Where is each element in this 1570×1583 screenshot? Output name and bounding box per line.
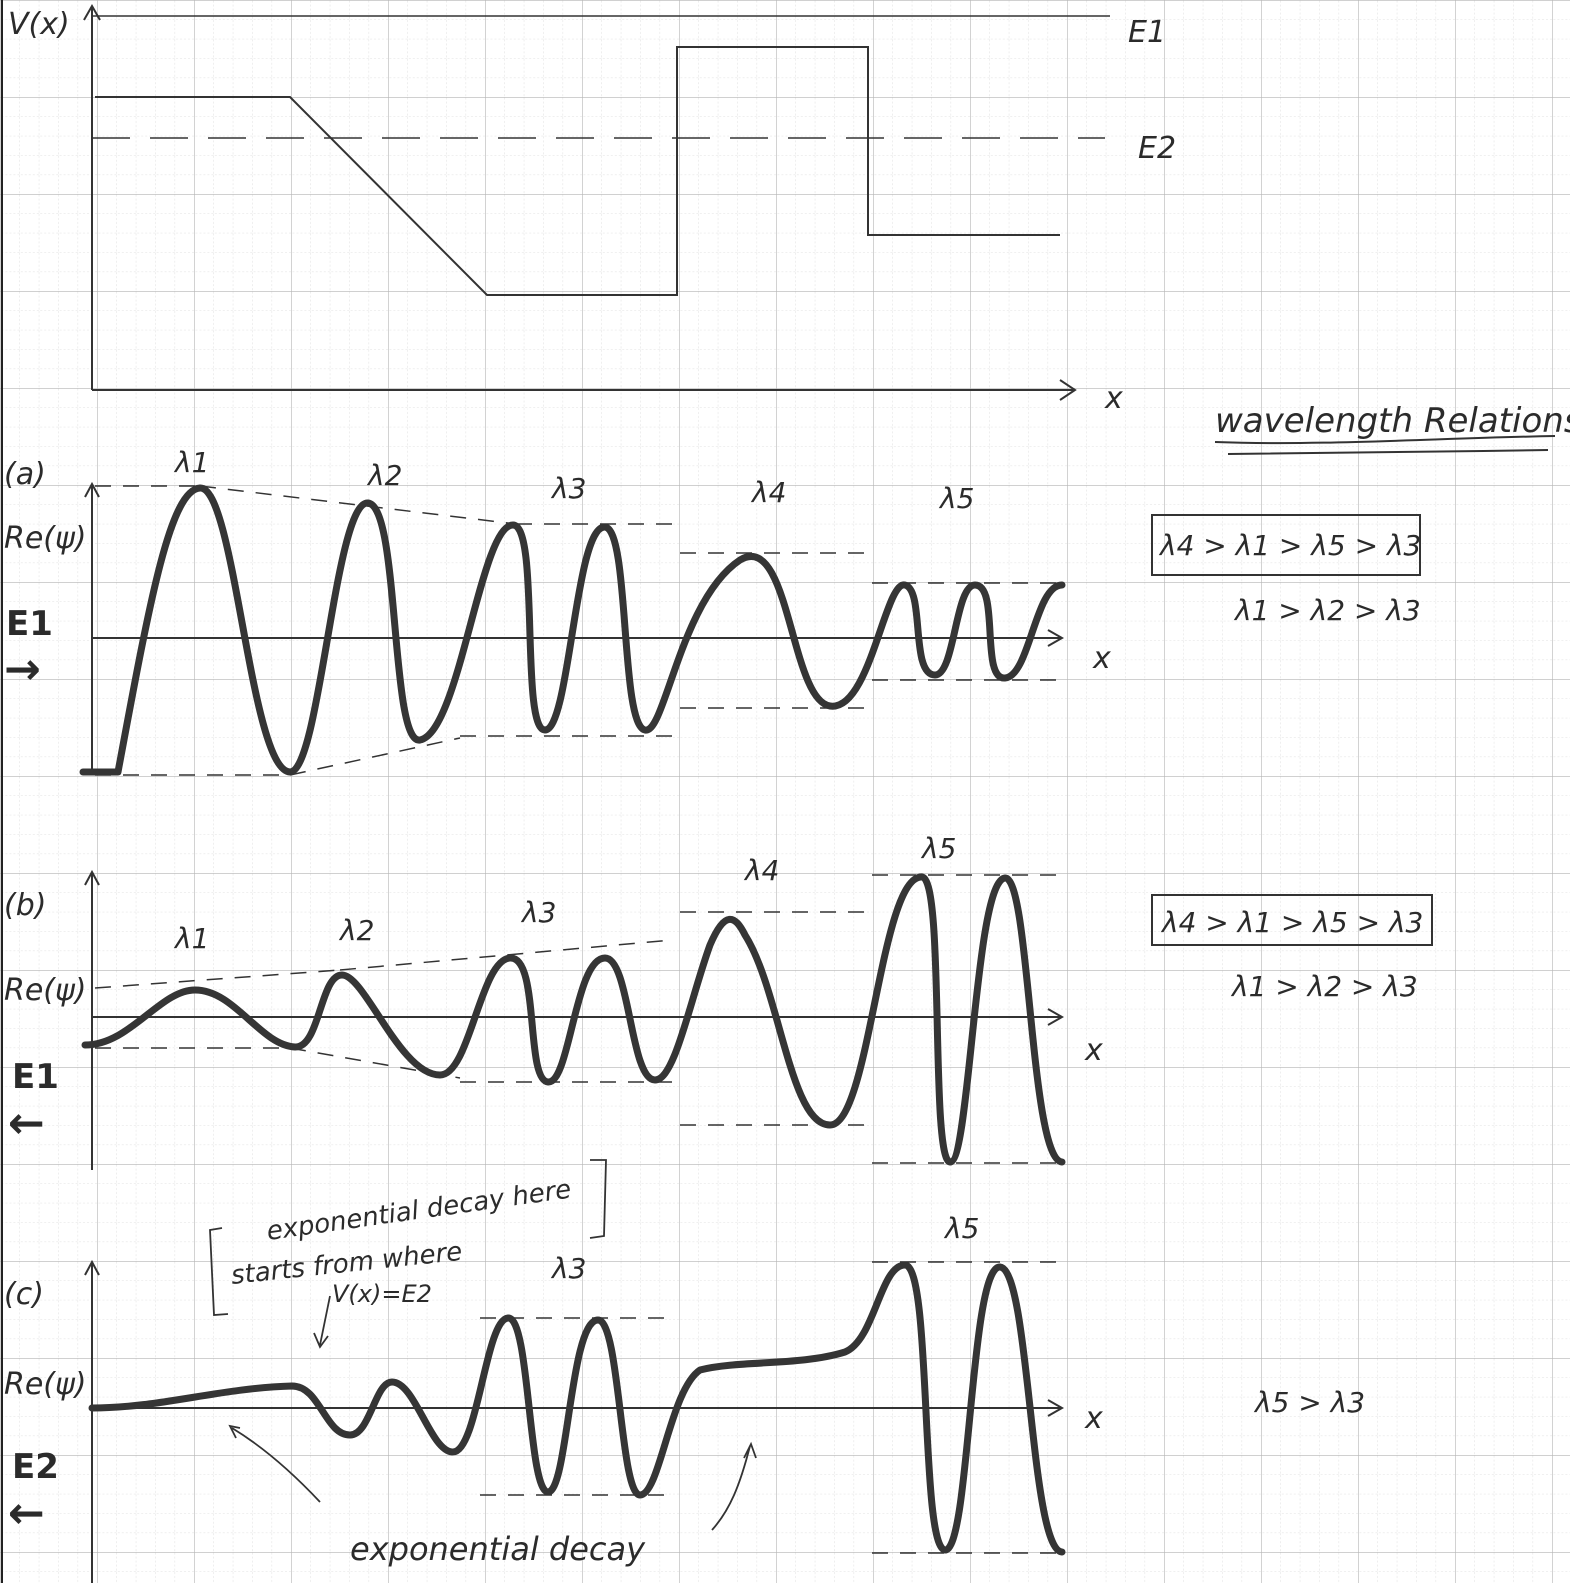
panel-c-tag: (c) xyxy=(4,1277,44,1312)
panel-a-relation-box xyxy=(1151,514,1421,576)
x-axis-arrow xyxy=(1059,379,1077,401)
panel-a-y-label: Re(ψ) xyxy=(4,521,87,556)
panel-c-lambda3: λ3 xyxy=(550,1252,586,1285)
panel-a-y-arrow xyxy=(84,481,100,498)
panel-c xyxy=(84,1159,1066,1583)
panel-c-lambda5: λ5 xyxy=(943,1212,979,1245)
panel-a-relation-1: λ4 > λ1 > λ5 > λ3 xyxy=(1158,529,1421,562)
panel-a-envelope-guides xyxy=(95,485,1062,776)
panel-a-tag: (a) xyxy=(4,457,46,492)
panel-b-x-label: x xyxy=(1084,1033,1103,1068)
panel-c-wave xyxy=(88,1261,1066,1556)
panel-a-lambda4: λ4 xyxy=(750,476,786,509)
panel-b-energy-label: E1 xyxy=(12,1057,59,1097)
panel-b-lambda4: λ4 xyxy=(743,854,779,887)
panel-b-envelope-guides xyxy=(94,874,1062,1164)
potential-plot xyxy=(83,3,1110,401)
panel-b-relation-box xyxy=(1151,894,1433,946)
panel-a-lambda1: λ1 xyxy=(173,446,209,479)
e2-label: E2 xyxy=(1138,131,1176,166)
heading-underline xyxy=(1214,435,1556,455)
v-axis-label: V(x) xyxy=(8,7,70,42)
potential-profile xyxy=(95,46,1060,296)
panel-b-direction-arrow-icon: ← xyxy=(8,1098,45,1149)
x-axis-label: x xyxy=(1104,381,1123,416)
wavelength-heading: wavelength Relations xyxy=(1215,401,1570,441)
panel-b-y-label: Re(ψ) xyxy=(4,973,87,1008)
panel-b-lambda1: λ1 xyxy=(173,922,209,955)
panel-c-x-arrow xyxy=(1047,1399,1065,1417)
decay-note-line3: V(x)=E2 xyxy=(332,1280,432,1308)
panel-a-lambda2: λ2 xyxy=(366,459,402,492)
panel-a-x-arrow xyxy=(1047,629,1065,647)
panel-c-energy-label: E2 xyxy=(12,1447,59,1487)
panel-a-energy-label: E1 xyxy=(6,604,53,644)
panel-b xyxy=(81,869,1066,1170)
panel-a-lambda5: λ5 xyxy=(938,482,974,515)
panel-b-y-arrow xyxy=(84,869,100,886)
panel-c-annotation-arrows xyxy=(209,1159,757,1531)
panel-b-lambda2: λ2 xyxy=(338,914,374,947)
panel-b-lambda3: λ3 xyxy=(520,896,556,929)
panel-b-lambda5: λ5 xyxy=(920,832,956,865)
panel-a-x-label: x xyxy=(1092,641,1111,676)
panel-c-y-label: Re(ψ) xyxy=(4,1367,87,1402)
panel-a-direction-arrow-icon: → xyxy=(4,644,41,695)
panel-a-relation-2: λ1 > λ2 > λ3 xyxy=(1233,594,1421,627)
panel-b-relation-1: λ4 > λ1 > λ5 > λ3 xyxy=(1160,906,1423,939)
panel-c-direction-arrow-icon: ← xyxy=(8,1488,45,1539)
panel-b-x-arrow xyxy=(1047,1008,1065,1026)
panel-a-wave xyxy=(79,484,1066,776)
e1-label: E1 xyxy=(1128,15,1166,50)
panel-b-tag: (b) xyxy=(4,888,46,923)
panel-a xyxy=(79,481,1066,776)
panel-c-x-label: x xyxy=(1084,1401,1103,1436)
panel-a-lambda3: λ3 xyxy=(550,472,586,505)
panel-b-relation-2: λ1 > λ2 > λ3 xyxy=(1230,970,1418,1003)
panel-c-y-arrow xyxy=(84,1259,100,1276)
bottom-decay-label: exponential decay xyxy=(350,1530,646,1568)
panel-b-wave xyxy=(81,873,1066,1166)
panel-c-relation-1: λ5 > λ3 xyxy=(1253,1386,1365,1419)
